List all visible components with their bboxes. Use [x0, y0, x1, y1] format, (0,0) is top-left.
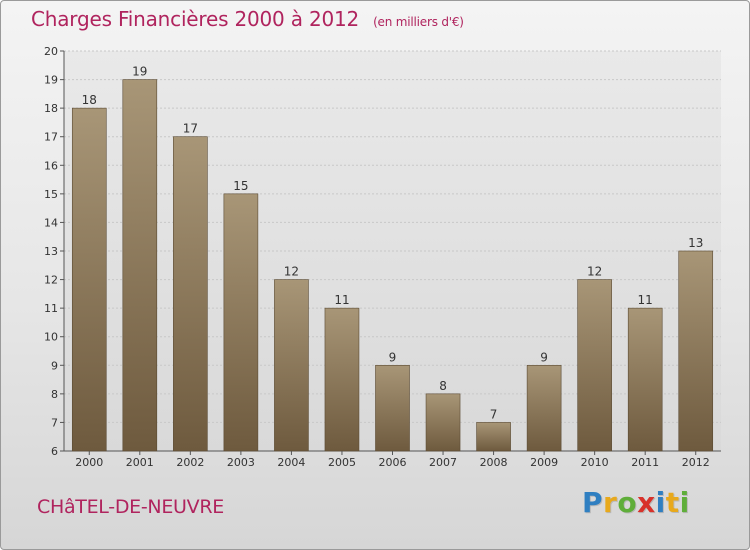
- data-label-2000: 18: [82, 93, 97, 107]
- x-tick-label-2004: 2004: [277, 456, 305, 469]
- x-tick-label-2010: 2010: [581, 456, 609, 469]
- logo-letter: r: [603, 486, 618, 519]
- data-label-2008: 7: [490, 407, 498, 421]
- logo-letter: P: [582, 486, 604, 519]
- chart-title: Charges Financières 2000 à 2012 (en milli…: [31, 7, 464, 31]
- x-axis: 2000 2001 2002 2003 2004 2005 2006 2007 2008 2009…: [75, 451, 710, 469]
- data-label-2006: 9: [389, 350, 397, 364]
- data-label-2011: 11: [638, 293, 653, 307]
- data-label-2009: 9: [540, 350, 548, 364]
- logo-letter: x: [637, 486, 656, 519]
- bar-2000: [71, 107, 107, 452]
- place-name: CHâTEL-DE-NEUVRE: [37, 496, 224, 518]
- logo-letter: o: [617, 486, 638, 519]
- data-label-2010: 12: [587, 265, 602, 279]
- y-tick-label: 15: [44, 188, 58, 201]
- y-tick-label: 9: [51, 359, 58, 372]
- x-tick-label-2003: 2003: [227, 456, 255, 469]
- bar-2009: [526, 364, 562, 452]
- bar-2003: [223, 193, 259, 452]
- y-tick-label: 18: [44, 102, 58, 115]
- data-label-2007: 8: [439, 379, 447, 393]
- data-label-2003: 15: [233, 179, 248, 193]
- logo-letter: i: [679, 486, 690, 519]
- title-text: Charges Financières 2000 à 2012: [31, 7, 360, 31]
- data-label-2002: 17: [183, 122, 198, 136]
- y-tick-label: 16: [44, 159, 58, 172]
- proxiti-logo: Proxiti: [582, 486, 690, 519]
- bar-2005: [324, 307, 360, 452]
- x-tick-label-2009: 2009: [530, 456, 558, 469]
- logo-letter: t: [665, 486, 680, 519]
- y-tick-label: 14: [44, 216, 58, 229]
- x-tick-label-2011: 2011: [631, 456, 659, 469]
- y-tick-label: 13: [44, 245, 58, 258]
- bar-2002: [173, 136, 208, 452]
- bar-2012: [678, 250, 714, 452]
- y-tick-label: 8: [51, 388, 58, 401]
- x-tick-label-2001: 2001: [126, 456, 154, 469]
- bar-2004: [274, 279, 309, 452]
- x-tick-label-2012: 2012: [682, 456, 710, 469]
- y-tick-label: 10: [44, 331, 58, 344]
- y-tick-label: 12: [44, 274, 58, 287]
- x-tick-label-2000: 2000: [75, 456, 103, 469]
- y-tick-label: 6: [51, 445, 58, 458]
- bar-2007: [425, 393, 461, 452]
- x-tick-label-2006: 2006: [379, 456, 407, 469]
- y-tick-label: 17: [44, 131, 58, 144]
- bar-2008: [476, 422, 511, 452]
- bar-2010: [577, 279, 612, 452]
- bar-2006: [375, 364, 410, 452]
- y-tick-label: 20: [44, 45, 58, 58]
- bar-2011: [627, 307, 663, 452]
- y-tick-label: 19: [44, 74, 58, 87]
- y-tick-label: 11: [44, 302, 58, 315]
- x-tick-label-2002: 2002: [176, 456, 204, 469]
- data-label-2012: 13: [688, 236, 703, 250]
- x-tick-label-2005: 2005: [328, 456, 356, 469]
- x-tick-label-2007: 2007: [429, 456, 457, 469]
- data-label-2001: 19: [132, 65, 147, 79]
- data-label-2004: 12: [284, 265, 299, 279]
- data-label-2005: 11: [334, 293, 349, 307]
- logo-letter: i: [655, 486, 666, 519]
- bar-2001: [122, 79, 158, 452]
- y-tick-label: 7: [51, 416, 58, 429]
- unit-note: (en milliers d'€): [373, 15, 464, 29]
- x-tick-label-2008: 2008: [480, 456, 508, 469]
